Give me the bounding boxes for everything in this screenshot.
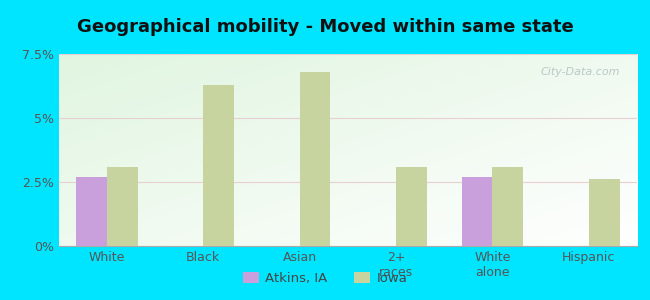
Bar: [493, 167, 523, 246]
Text: Geographical mobility - Moved within same state: Geographical mobility - Moved within sam…: [77, 18, 573, 36]
Bar: [107, 167, 138, 246]
Bar: [76, 177, 107, 246]
Legend: Atkins, IA, Iowa: Atkins, IA, Iowa: [237, 267, 413, 290]
Bar: [203, 85, 234, 246]
Bar: [396, 167, 427, 246]
Text: City-Data.com: City-Data.com: [540, 68, 619, 77]
Bar: [589, 179, 619, 246]
Bar: [300, 72, 330, 246]
Bar: [462, 177, 493, 246]
